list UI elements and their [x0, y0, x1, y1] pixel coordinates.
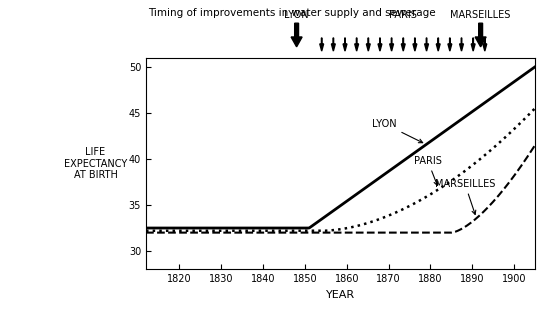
X-axis label: YEAR: YEAR [326, 290, 355, 300]
Text: LYON: LYON [284, 10, 309, 20]
Text: LIFE
EXPECTANCY
AT BIRTH: LIFE EXPECTANCY AT BIRTH [64, 147, 127, 180]
Text: LYON: LYON [372, 119, 422, 143]
Text: PARIS: PARIS [414, 155, 442, 185]
Text: MARSEILLES: MARSEILLES [450, 10, 511, 20]
Text: PARIS: PARIS [389, 10, 417, 20]
Text: MARSEILLES: MARSEILLES [434, 178, 495, 215]
Text: Timing of improvements in water supply and sewerage: Timing of improvements in water supply a… [148, 8, 435, 18]
